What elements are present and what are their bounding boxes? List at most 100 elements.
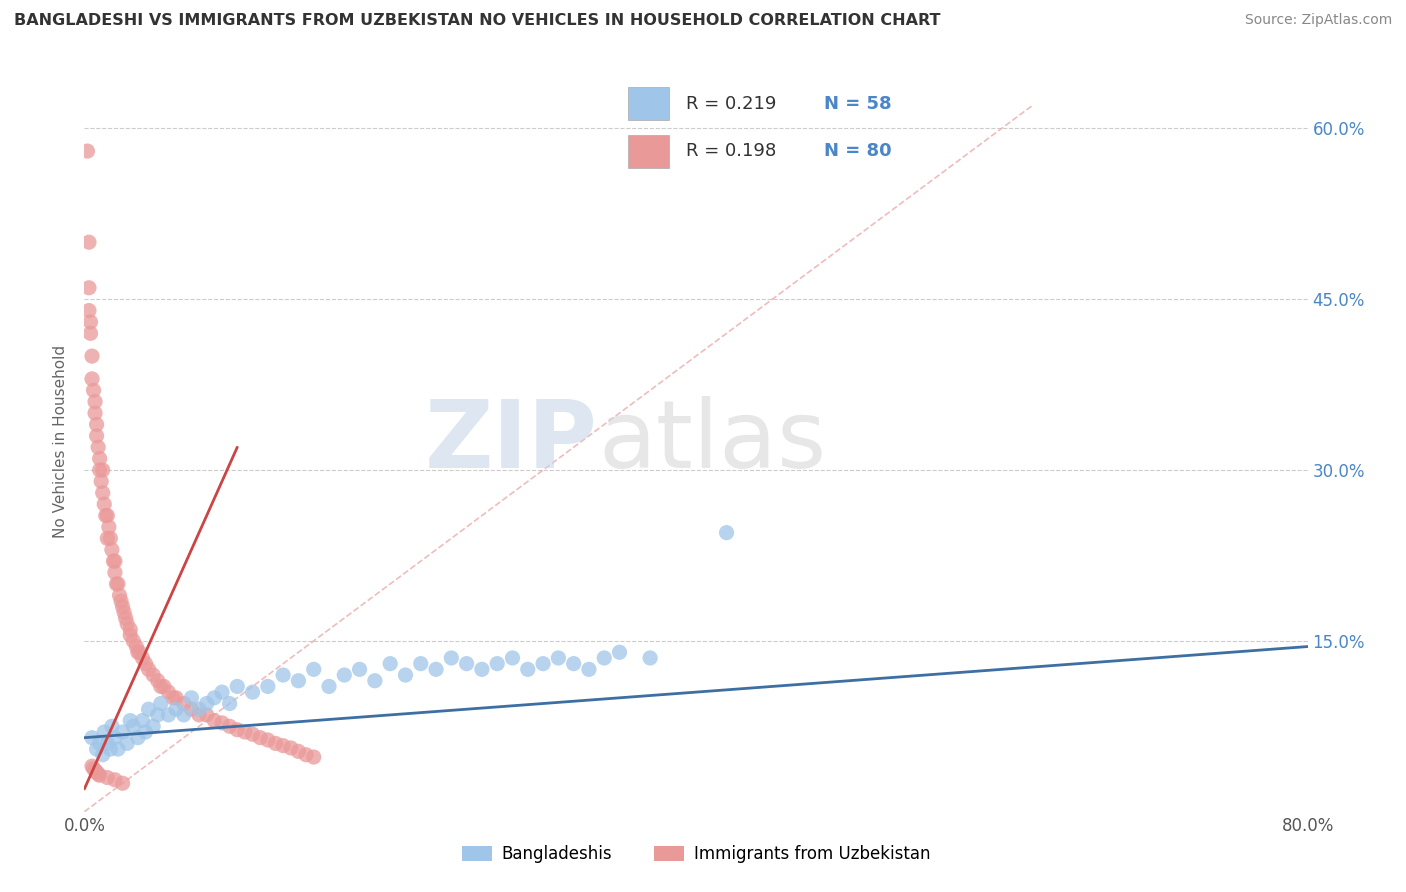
Point xyxy=(111,776,134,790)
Point xyxy=(122,633,145,648)
Point xyxy=(242,685,264,699)
Point xyxy=(84,764,107,778)
Point xyxy=(127,645,149,659)
Point xyxy=(131,651,153,665)
Point xyxy=(146,707,169,722)
Point xyxy=(180,702,202,716)
Point xyxy=(104,731,127,745)
Bar xyxy=(628,136,669,168)
Point xyxy=(578,662,600,676)
Point xyxy=(77,281,100,295)
Point xyxy=(195,697,218,711)
Point xyxy=(98,532,121,546)
Point xyxy=(77,235,100,250)
Point xyxy=(131,714,153,728)
Point xyxy=(716,525,738,540)
Point xyxy=(502,651,524,665)
Text: ZIP: ZIP xyxy=(425,395,598,488)
Point xyxy=(547,651,569,665)
Point xyxy=(188,707,211,722)
Point xyxy=(242,727,264,741)
Point xyxy=(80,731,103,745)
Point xyxy=(233,725,256,739)
Point xyxy=(562,657,585,671)
Text: Source: ZipAtlas.com: Source: ZipAtlas.com xyxy=(1244,13,1392,28)
Point xyxy=(226,680,249,694)
Point xyxy=(86,429,108,443)
Point xyxy=(89,463,111,477)
Point xyxy=(456,657,478,671)
Point xyxy=(87,767,110,781)
Point xyxy=(162,690,184,705)
Point xyxy=(112,606,135,620)
Point xyxy=(111,725,134,739)
Point xyxy=(77,303,100,318)
Legend: Bangladeshis, Immigrants from Uzbekistan: Bangladeshis, Immigrants from Uzbekistan xyxy=(456,838,936,870)
Bar xyxy=(628,87,669,120)
Point xyxy=(96,771,118,785)
Point xyxy=(142,719,165,733)
Point xyxy=(226,723,249,737)
Point xyxy=(96,532,118,546)
Point xyxy=(638,651,661,665)
Point xyxy=(287,744,309,758)
Point xyxy=(257,680,280,694)
Point xyxy=(180,690,202,705)
Point xyxy=(101,719,124,733)
Point xyxy=(264,736,287,750)
Point xyxy=(86,764,108,779)
Point xyxy=(89,768,111,782)
Point xyxy=(157,707,180,722)
Point xyxy=(87,440,110,454)
Point xyxy=(89,451,111,466)
Point xyxy=(120,628,142,642)
Point xyxy=(104,566,127,580)
Point xyxy=(103,554,125,568)
Point xyxy=(165,690,187,705)
Text: atlas: atlas xyxy=(598,395,827,488)
Point xyxy=(135,657,157,671)
Point xyxy=(609,645,631,659)
Point xyxy=(173,697,195,711)
Point xyxy=(516,662,538,676)
Point xyxy=(380,657,402,671)
Point xyxy=(91,485,114,500)
Point xyxy=(125,640,148,654)
Point xyxy=(104,554,127,568)
Point xyxy=(280,740,302,755)
Point xyxy=(91,747,114,762)
Text: R = 0.219: R = 0.219 xyxy=(686,95,776,112)
Point xyxy=(108,588,131,602)
Point xyxy=(364,673,387,688)
Point xyxy=(90,475,112,489)
Point xyxy=(120,714,142,728)
Point xyxy=(211,715,233,730)
Point xyxy=(91,463,114,477)
Point xyxy=(531,657,554,671)
Point xyxy=(97,520,120,534)
Point xyxy=(80,372,103,386)
Y-axis label: No Vehicles in Household: No Vehicles in Household xyxy=(53,345,69,538)
Point xyxy=(218,719,240,733)
Point xyxy=(79,326,101,341)
Point xyxy=(80,759,103,773)
Point xyxy=(94,508,117,523)
Point xyxy=(440,651,463,665)
Point xyxy=(486,657,509,671)
Point xyxy=(165,702,187,716)
Point xyxy=(146,673,169,688)
Point xyxy=(110,594,132,608)
Point xyxy=(138,662,160,676)
Text: N = 80: N = 80 xyxy=(824,142,891,160)
Point xyxy=(86,742,108,756)
Point xyxy=(114,611,136,625)
Point xyxy=(107,577,129,591)
Point xyxy=(128,645,150,659)
Point xyxy=(295,747,318,762)
Point xyxy=(101,542,124,557)
Point xyxy=(271,668,294,682)
Point xyxy=(122,719,145,733)
Point xyxy=(104,772,127,787)
Point xyxy=(93,497,115,511)
Point xyxy=(98,742,121,756)
